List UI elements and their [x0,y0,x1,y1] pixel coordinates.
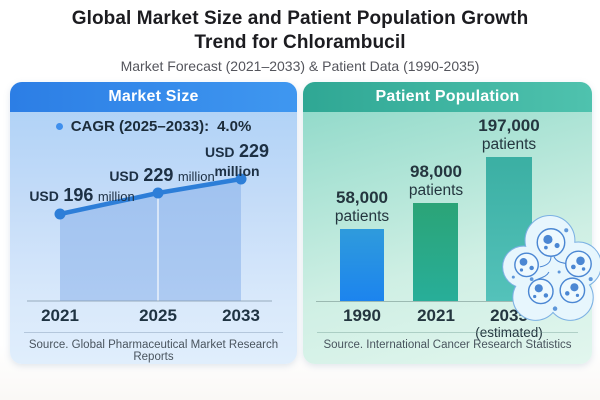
bar-value: 98,000 [410,162,462,181]
bar-unit: patients [408,182,464,199]
subtitle: Market Forecast (2021–2033) & Patient Da… [120,58,480,74]
value-number: 229 [238,141,270,161]
source-divider [317,332,578,333]
market-source-text: Source. Global Pharmaceutical Market Res… [28,339,279,363]
bullet-dot-icon [55,123,63,130]
data-point-2021 [54,208,66,220]
bar-label-2035: 197,000 patients [454,116,564,154]
value-suffix: million [177,169,215,184]
x-axis-line [316,301,580,302]
value-prefix: USD [204,144,235,160]
patient-population-panel: Patient Population 58,000 patients 98,00… [303,82,600,364]
bar-value: 197,000 [478,116,540,135]
value-suffix: million [97,189,135,204]
x-tick-1990: 1990 [343,306,381,325]
x-tick-2025: 2025 [139,306,177,325]
source-divider [24,332,283,333]
market-line-chart [27,173,272,302]
x-tick-2021: 2021 [41,306,79,325]
cagr-value: 4.0% [217,118,252,135]
page-title: Global Market Size and Patient Populatio… [0,7,600,74]
value-number: 229 [143,165,174,185]
value-prefix: USD [29,188,59,204]
bar-value: 58,000 [336,188,388,207]
title-line-2: Trend for Chlorambucil [194,32,406,53]
x-tick-2033: 2033 [222,306,260,325]
patient-panel-header: Patient Population [303,82,592,112]
market-panel-header: Market Size [10,82,297,112]
x-tick-2021: 2021 [417,306,455,325]
value-number: 196 [63,185,94,205]
cagr-label: CAGR (2025–2033): [70,118,210,135]
value-label-2021: USD 196 million [22,186,142,206]
bar-unit: patients [334,208,390,225]
value-suffix: million [214,163,260,179]
patient-source-text: Source. International Cancer Research St… [323,339,572,351]
title-line-1: Global Market Size and Patient Populatio… [71,8,529,29]
value-label-2025: USD 229 million [92,166,232,186]
market-size-panel: Market Size CAGR (2025–2033): 4.0% USD 1… [10,82,297,364]
data-point-2033 [235,173,247,185]
bar-label-2021: 98,000 patients [381,162,491,200]
value-prefix: USD [109,168,139,184]
value-label-2033: USD 229 million [177,142,297,181]
cagr-annotation: CAGR (2025–2033): 4.0% [10,118,297,135]
area-fill [60,179,241,301]
bar-2021 [413,203,458,301]
estimated-note: (estimated) [475,325,543,340]
cancer-cells-icon [502,215,600,321]
bar-unit: patients [481,136,537,153]
bar-1990 [340,229,384,301]
bar-label-1990: 58,000 patients [307,188,417,226]
data-point-2025 [152,187,164,199]
